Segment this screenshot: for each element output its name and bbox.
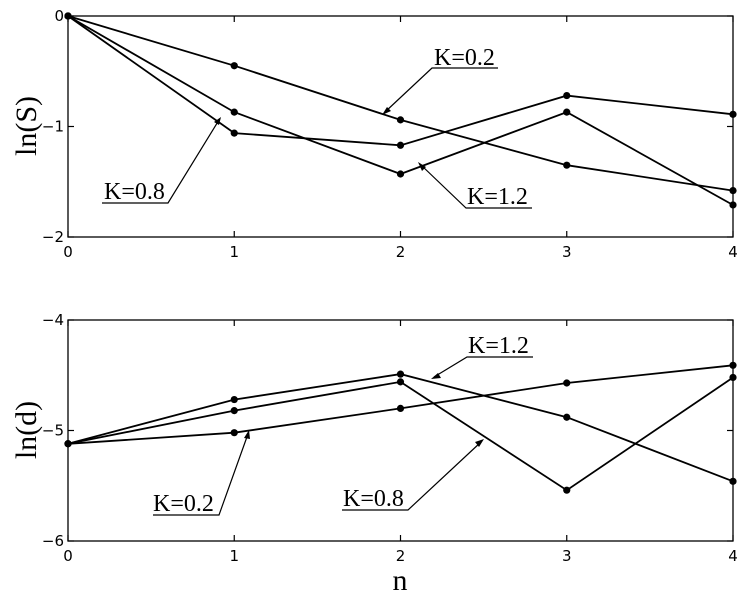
bottom-arrowhead-k08 (475, 439, 484, 447)
bottom-x-axis-label: n (393, 564, 408, 597)
bottom-series-2-point-0 (64, 440, 72, 448)
top-annotation-k08: K=0.8 (102, 117, 221, 205)
top-series-2-point-2 (396, 170, 405, 178)
bottom-x-tick-label-4: 4 (728, 547, 738, 565)
top-y-tick-label-0: 0 (54, 7, 64, 25)
top-series-0-point-3 (563, 161, 571, 169)
bottom-annotation-k08: K=0.8 (342, 439, 484, 512)
bottom-label-k02: K=0.2 (153, 491, 214, 517)
bottom-y-tick-label-0: −4 (42, 311, 64, 329)
bottom-series-2-point-1 (230, 395, 238, 404)
bottom-leader-k08 (342, 441, 482, 511)
bottom-series-1-point-2 (396, 378, 405, 386)
top-series-0-point-1 (230, 62, 238, 70)
bottom-series-line-2 (67, 373, 734, 483)
top-series-1-point-1 (230, 129, 238, 137)
top-label-k12: K=1.2 (467, 184, 528, 210)
top-series-0-point-4 (729, 186, 737, 195)
top-y-axis-label: ln(S) (10, 96, 43, 156)
top-annotation-k02: K=0.2 (382, 45, 498, 115)
bottom-label-k12: K=1.2 (468, 333, 529, 359)
top-label-k08: K=0.8 (104, 179, 165, 205)
top-x-tick-label-1: 1 (229, 243, 239, 261)
top-y-tick-label-2: −2 (42, 228, 64, 246)
bottom-label-k08: K=0.8 (343, 486, 404, 512)
top-plot-frame (67, 15, 734, 238)
top-ticks: 0 1 2 3 4 0 −1 −2 (42, 7, 738, 261)
top-arrowhead-k02 (382, 107, 391, 115)
top-series-1-point-4 (729, 110, 737, 118)
top-leader-k02 (384, 67, 498, 113)
top-y-tick-label-1: −1 (42, 118, 64, 136)
bottom-series-0-point-4 (729, 361, 737, 369)
bottom-series-2-point-2 (396, 370, 405, 378)
top-x-tick-label-0: 0 (63, 243, 73, 261)
top-leader-k12 (420, 164, 532, 209)
bottom-series-1-point-3 (563, 486, 571, 494)
top-panel: 0 1 2 3 4 0 −1 −2 ln(S) K=0.2 K=0.8 K=1.2 (10, 7, 738, 261)
bottom-arrowhead-k12 (431, 373, 441, 379)
bottom-annotation-k02: K=0.2 (153, 430, 250, 517)
top-x-tick-label-2: 2 (396, 243, 406, 261)
top-series-0-point-2 (396, 116, 405, 124)
bottom-x-tick-label-3: 3 (562, 547, 572, 565)
bottom-series-2-point-3 (563, 413, 571, 421)
bottom-series-0-point-2 (396, 404, 405, 412)
top-series-1-point-2 (396, 141, 405, 149)
top-series-2-point-3 (563, 108, 571, 116)
bottom-y-axis-label: ln(d) (10, 401, 43, 459)
top-series-1-point-3 (563, 91, 571, 100)
bottom-leader-k02 (153, 433, 249, 516)
top-leader-k08 (102, 119, 220, 204)
bottom-annotation-k12: K=1.2 (431, 333, 533, 379)
top-series (64, 12, 737, 209)
bottom-y-tick-label-2: −6 (42, 532, 64, 550)
bottom-series-0-point-3 (563, 379, 571, 387)
bottom-series-1-point-1 (230, 407, 238, 415)
top-series-2-point-4 (729, 201, 737, 209)
top-series-2-point-1 (230, 108, 238, 116)
bottom-x-tick-label-1: 1 (229, 547, 239, 565)
top-arrowhead-k08 (214, 117, 221, 125)
bottom-leader-k12 (433, 356, 533, 378)
bottom-panel: 0 1 2 3 4 −4 −5 −6 ln(d) n K=1.2 K=0.2 K=0.8 (10, 311, 738, 597)
top-x-tick-label-4: 4 (728, 243, 738, 261)
top-series-2-point-0 (64, 12, 72, 20)
bottom-series-0-point-1 (230, 429, 238, 437)
bottom-series-2-point-4 (729, 477, 737, 485)
bottom-series-1-point-4 (729, 373, 737, 382)
bottom-series-line-1 (67, 376, 734, 492)
bottom-series (64, 361, 737, 494)
bottom-x-tick-label-0: 0 (63, 547, 73, 565)
top-arrowhead-k12 (418, 162, 426, 171)
top-series-line-1 (67, 15, 734, 147)
top-annotation-k12: K=1.2 (418, 162, 532, 210)
top-label-k02: K=0.2 (434, 45, 495, 71)
top-x-tick-label-3: 3 (562, 243, 572, 261)
bottom-y-tick-label-1: −5 (42, 422, 64, 440)
bottom-ticks: 0 1 2 3 4 −4 −5 −6 (42, 311, 738, 565)
bottom-arrowhead-k02 (244, 430, 250, 439)
bottom-x-tick-label-2: 2 (396, 547, 406, 565)
